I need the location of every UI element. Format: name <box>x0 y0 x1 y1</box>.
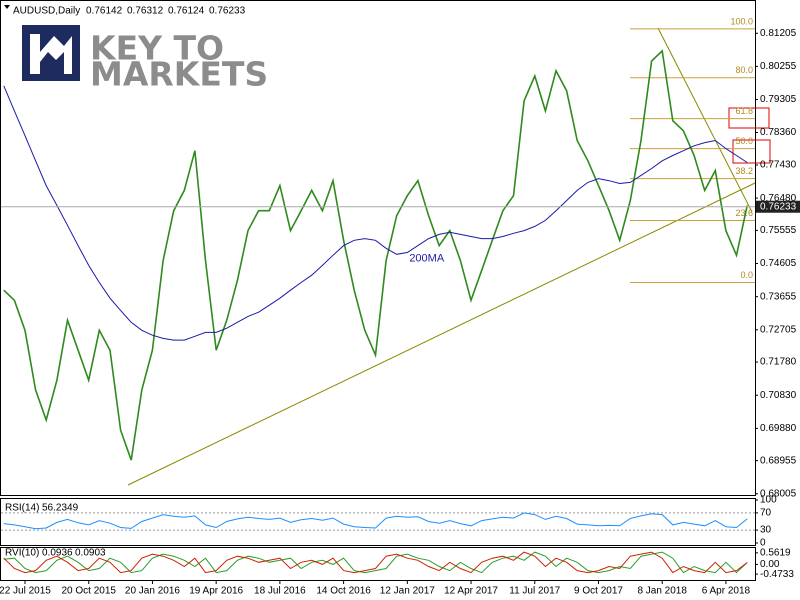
current-price-label: 0.76233 <box>760 201 797 212</box>
y-tick-label: 0.5619 <box>760 548 791 559</box>
x-tick-label: 14 Oct 2016 <box>316 586 371 597</box>
y-tick-label: 30 <box>760 525 772 536</box>
series-annotation: 200MA <box>409 252 445 264</box>
x-tick-label: 8 Jan 2018 <box>637 586 687 597</box>
x-tick-label: 9 Oct 2017 <box>574 586 623 597</box>
fib-label: 80.0 <box>735 65 753 75</box>
x-tick-label: 18 Jul 2016 <box>254 586 306 597</box>
y-tick-label: 0.68955 <box>760 455 797 466</box>
main-frame <box>0 0 756 496</box>
x-tick-label: 12 Apr 2017 <box>444 586 498 597</box>
x-tick-label: 12 Jan 2017 <box>380 586 435 597</box>
y-tick-label: 0.80255 <box>760 61 797 72</box>
x-tick-label: 6 Apr 2018 <box>702 586 751 597</box>
y-tick-label: 0.72705 <box>760 324 797 335</box>
fib-label: 100.0 <box>730 16 753 26</box>
y-tick-label: 0 <box>760 538 766 549</box>
y-tick-label: 0.77430 <box>760 160 797 171</box>
fib-label: 38.2 <box>735 166 753 176</box>
x-tick-label: 19 Apr 2016 <box>189 586 243 597</box>
fib-label: 50.0 <box>735 136 753 146</box>
ohlc-value: 0.76142 <box>86 6 123 17</box>
y-tick-label: 0.00 <box>760 559 780 570</box>
y-tick-label: 0.75555 <box>760 225 797 236</box>
logo-mark <box>30 34 72 74</box>
y-tick-label: 0.76480 <box>760 193 797 204</box>
y-tick-label: -0.4733 <box>760 569 794 580</box>
series-line <box>3 551 748 574</box>
current-price-box <box>756 200 800 213</box>
ohlc-value: 0.76124 <box>168 6 205 17</box>
fib-diagonal <box>657 27 753 213</box>
trendline <box>127 182 756 486</box>
series-line <box>3 49 748 461</box>
y-tick-label: 0.78360 <box>760 127 797 138</box>
y-tick-label: 70 <box>760 508 772 519</box>
y-tick-label: 0.69880 <box>760 423 797 434</box>
y-tick-label: 0.70830 <box>760 390 797 401</box>
indicator-value: 0.0936 <box>42 548 73 559</box>
series-line <box>3 512 748 530</box>
indicator-value: 0.0903 <box>75 548 106 559</box>
ohlc-value: 0.76233 <box>209 6 246 17</box>
x-tick-label: 22 Jul 2015 <box>0 586 51 597</box>
fib-label: 0.0 <box>740 270 753 280</box>
series-line <box>3 85 748 341</box>
x-tick-label: 11 Jul 2017 <box>509 586 560 597</box>
y-tick-label: 0.74605 <box>760 258 797 269</box>
x-tick-label: 20 Oct 2015 <box>61 586 116 597</box>
highlight-box <box>728 107 770 129</box>
indicator-name: RSI(14) <box>5 503 39 514</box>
ohlc-value: 0.76312 <box>127 6 164 17</box>
menu-triangle[interactable] <box>4 5 10 9</box>
y-tick-label: 0.71780 <box>760 357 797 368</box>
y-tick-label: 0.81205 <box>760 28 797 39</box>
y-tick-label: 0.68005 <box>760 488 797 499</box>
series-line <box>3 551 748 574</box>
x-tick-label: 20 Jan 2016 <box>125 586 180 597</box>
y-tick-label: 100 <box>760 495 777 506</box>
highlight-box <box>732 139 771 164</box>
fib-label: 23.6 <box>735 208 753 218</box>
y-tick-label: 0.79305 <box>760 94 797 105</box>
indicator-value: 56.2349 <box>42 503 79 514</box>
rsi-frame <box>0 498 756 546</box>
logo-text: MARKETS <box>90 55 268 94</box>
symbol: AUDUSD,Daily <box>13 6 80 17</box>
fib-label: 61.8 <box>735 106 753 116</box>
indicator-name: RVI(10) <box>5 548 39 559</box>
logo-text: KEY TO <box>90 29 224 68</box>
y-tick-label: 0.73655 <box>760 291 797 302</box>
